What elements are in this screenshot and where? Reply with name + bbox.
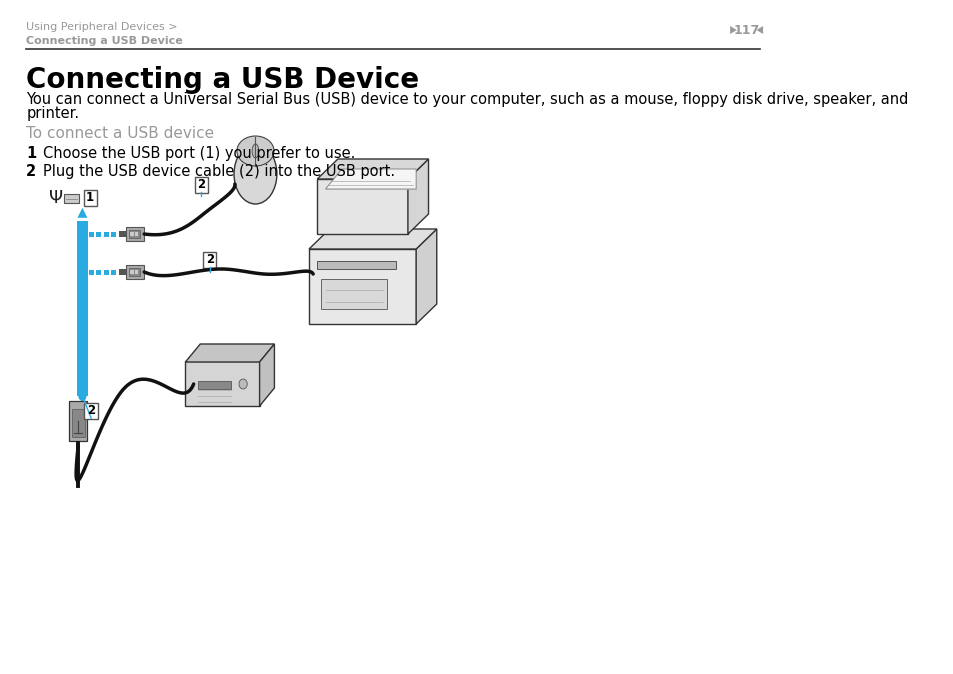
Circle shape — [78, 391, 87, 401]
Bar — [112, 270, 116, 274]
Polygon shape — [729, 26, 736, 34]
Bar — [71, 409, 85, 437]
Bar — [64, 194, 79, 203]
FancyBboxPatch shape — [194, 177, 208, 193]
Bar — [96, 270, 101, 274]
Text: Connecting a USB Device: Connecting a USB Device — [27, 36, 183, 46]
Bar — [104, 231, 109, 237]
Bar — [96, 231, 101, 237]
Polygon shape — [416, 229, 436, 324]
Text: 1: 1 — [86, 191, 94, 204]
Bar — [133, 270, 138, 274]
Text: To connect a USB device: To connect a USB device — [27, 126, 214, 141]
Text: Using Peripheral Devices >: Using Peripheral Devices > — [27, 22, 177, 32]
Circle shape — [239, 379, 247, 389]
Bar — [133, 231, 138, 237]
Bar — [130, 232, 133, 236]
Bar — [129, 230, 140, 238]
Text: 2: 2 — [197, 178, 205, 191]
Text: 2: 2 — [87, 404, 95, 417]
FancyBboxPatch shape — [85, 402, 97, 419]
Text: 2: 2 — [27, 164, 36, 179]
Ellipse shape — [236, 136, 274, 166]
Text: printer.: printer. — [27, 106, 79, 121]
Bar — [317, 179, 408, 234]
Bar — [104, 270, 109, 274]
Bar — [197, 381, 231, 389]
Bar — [76, 221, 88, 396]
Bar — [89, 270, 93, 274]
Text: 117: 117 — [733, 24, 759, 36]
Ellipse shape — [252, 144, 258, 158]
Polygon shape — [317, 159, 428, 179]
Bar — [119, 231, 127, 237]
Text: You can connect a Universal Serial Bus (USB) device to your computer, such as a : You can connect a Universal Serial Bus (… — [27, 92, 908, 107]
Bar — [126, 270, 131, 274]
FancyBboxPatch shape — [84, 189, 96, 206]
Polygon shape — [185, 344, 274, 362]
Bar — [118, 231, 124, 237]
Polygon shape — [408, 159, 428, 234]
Text: Plug the USB device cable (2) into the USB port.: Plug the USB device cable (2) into the U… — [43, 164, 395, 179]
Bar — [135, 232, 138, 236]
Bar — [89, 231, 93, 237]
Text: 1: 1 — [27, 146, 36, 161]
FancyBboxPatch shape — [203, 251, 216, 268]
Bar — [126, 227, 144, 241]
Polygon shape — [756, 26, 762, 34]
Polygon shape — [259, 344, 274, 406]
Bar — [126, 231, 131, 237]
Bar — [70, 401, 88, 441]
Bar — [135, 270, 138, 274]
Bar — [321, 279, 387, 309]
Bar — [129, 268, 140, 276]
Bar — [126, 265, 144, 279]
Polygon shape — [325, 169, 416, 189]
Text: Choose the USB port (1) you prefer to use.: Choose the USB port (1) you prefer to us… — [43, 146, 355, 161]
Bar — [119, 269, 127, 275]
Text: Connecting a USB Device: Connecting a USB Device — [27, 66, 419, 94]
Bar — [317, 261, 395, 269]
Bar — [185, 361, 259, 406]
Ellipse shape — [233, 144, 276, 204]
Bar — [118, 270, 124, 274]
Text: Ψ: Ψ — [49, 189, 63, 207]
Bar — [112, 231, 116, 237]
Text: 2: 2 — [206, 253, 213, 266]
Polygon shape — [309, 229, 436, 249]
Bar — [309, 249, 416, 324]
Bar — [130, 270, 133, 274]
